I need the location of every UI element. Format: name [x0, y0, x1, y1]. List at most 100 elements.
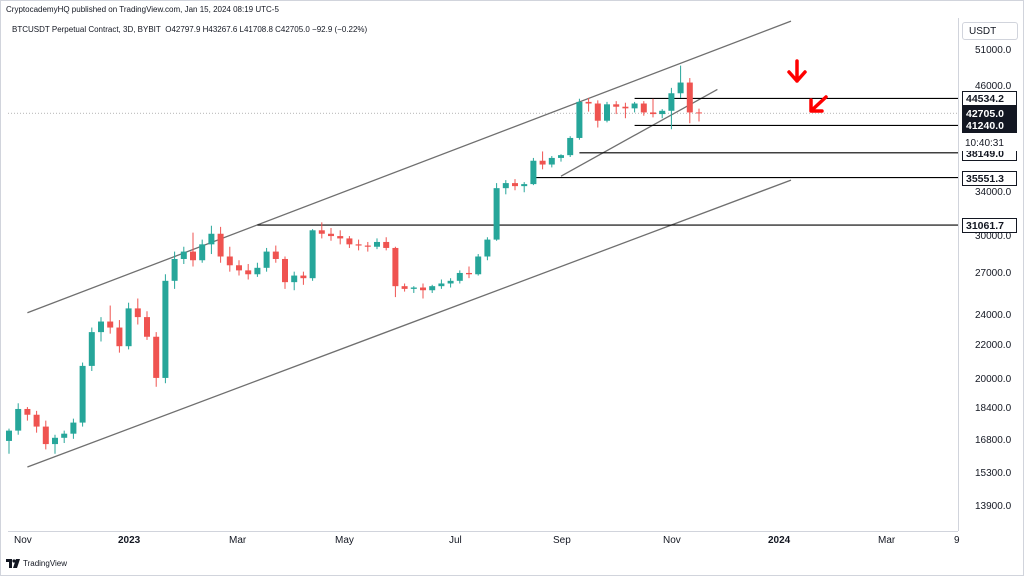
time-axis-label: Nov: [663, 535, 681, 546]
red-arrow-down-icon: [787, 59, 807, 83]
candle-body: [438, 283, 445, 287]
bar-countdown: 10:40:31: [962, 137, 1017, 151]
candle-body: [199, 244, 206, 261]
candle: [88, 327, 95, 372]
candle: [475, 254, 482, 276]
candle: [548, 156, 555, 168]
candle-body: [484, 239, 491, 257]
candle-body: [631, 103, 638, 109]
trendline-upper-channel: [27, 20, 792, 314]
candle-body: [383, 241, 390, 248]
candle: [502, 180, 509, 195]
candle-body: [604, 104, 610, 121]
candle-body: [162, 280, 169, 378]
candle-body: [346, 238, 353, 245]
time-axis-divider: [8, 531, 958, 532]
candle-body: [318, 230, 325, 234]
price-axis-label: 51000.0: [975, 44, 1012, 56]
candle-body: [521, 184, 528, 187]
candle: [153, 332, 160, 387]
time-axis-label: 9: [954, 535, 960, 546]
candle: [226, 246, 233, 272]
candle: [52, 434, 58, 454]
price-badge: 35551.3: [962, 170, 1017, 186]
time-axis-label: Sep: [553, 535, 571, 546]
candle-body: [24, 408, 31, 415]
candle-body: [640, 103, 647, 113]
time-axis-label: Jul: [449, 535, 462, 546]
candle: [33, 410, 40, 433]
candle-body: [245, 270, 252, 275]
candle-body: [107, 321, 114, 328]
candle: [686, 78, 693, 124]
candle-body: [466, 272, 472, 275]
candle: [15, 403, 22, 435]
candle: [420, 283, 426, 299]
ohlc-values: O42797.9 H43267.6 L41708.8 C42705.0 −92.…: [165, 25, 368, 34]
candle: [530, 157, 537, 186]
candle-body: [328, 233, 334, 237]
time-axis-label: Mar: [878, 535, 896, 546]
candle: [576, 98, 583, 140]
symbol-legend[interactable]: BTCUSDT Perpetual Contract, 3D, BYBIT O4…: [12, 25, 367, 34]
candle-body: [180, 251, 187, 259]
candle-body: [291, 275, 298, 283]
candle: [116, 320, 123, 353]
price-axis-divider: [958, 18, 959, 531]
price-axis-label: 24000.0: [975, 309, 1012, 321]
price-axis-label: 30000.0: [975, 231, 1012, 243]
trendline-support-diagonal: [560, 88, 718, 177]
time-axis-label: May: [335, 535, 354, 546]
candle: [677, 65, 684, 98]
candle: [272, 245, 279, 263]
candle-body: [530, 160, 537, 185]
candle: [484, 237, 491, 261]
candle: [466, 266, 472, 279]
candle-body: [650, 112, 656, 115]
candle-body: [567, 137, 574, 156]
candle-body: [300, 275, 307, 279]
candle-body: [613, 104, 620, 107]
candle: [337, 230, 344, 245]
price-axis-label: 13900.0: [975, 501, 1012, 513]
candle: [318, 222, 325, 239]
candle-body: [309, 230, 316, 279]
price-axis-label: 22000.0: [975, 340, 1012, 352]
candle: [410, 286, 417, 293]
candle-body: [134, 308, 141, 318]
candle-body: [447, 280, 454, 284]
candle: [300, 271, 307, 285]
candle-body: [502, 183, 509, 189]
candle-body: [254, 267, 261, 275]
currency-selector[interactable]: USDT: [962, 22, 1018, 40]
red-arrow-diagonal-icon: [809, 95, 828, 113]
candle: [236, 260, 242, 276]
candle-body: [401, 286, 408, 289]
price-axis-label: 16800.0: [975, 434, 1012, 446]
price-badge: 42705.0: [962, 106, 1017, 122]
candle-body: [539, 160, 546, 165]
candle-body: [659, 110, 666, 115]
candle: [245, 264, 252, 280]
price-axis-label: 27000.0: [975, 268, 1012, 280]
candle-body: [420, 287, 426, 291]
price-axis-label: 34000.0: [975, 187, 1012, 199]
candle-body: [456, 272, 463, 281]
candle: [631, 101, 638, 113]
publisher-line: CryptocademyHQ published on TradingView.…: [6, 5, 279, 14]
price-axis-label: 46000.0: [975, 81, 1012, 93]
candle-body: [337, 236, 344, 239]
price-badge: 31061.7: [962, 218, 1017, 234]
price-axis-label: 15300.0: [975, 467, 1012, 479]
candle-body: [52, 437, 58, 445]
footer-brand: TradingView: [23, 559, 68, 568]
candle-body: [392, 247, 399, 287]
symbol-title[interactable]: BTCUSDT Perpetual Contract, 3D, BYBIT: [12, 25, 161, 34]
candle-body: [622, 106, 629, 109]
candle: [199, 239, 206, 263]
trendline-lower-channel: [27, 179, 792, 468]
candle-body: [116, 327, 123, 347]
candle: [282, 256, 288, 289]
candle: [604, 101, 610, 123]
